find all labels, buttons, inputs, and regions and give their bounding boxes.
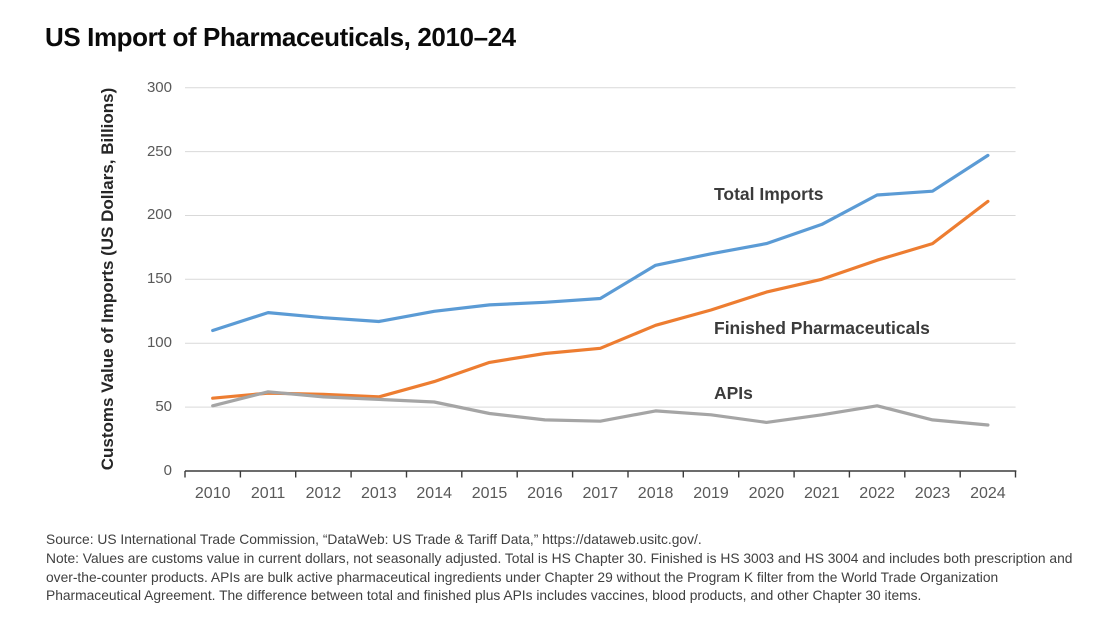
x-axis-tick-label: 2017 bbox=[582, 485, 619, 502]
x-axis-tick-label: 2015 bbox=[471, 485, 508, 502]
series-label-total-imports: Total Imports bbox=[714, 184, 824, 204]
series-line-finished-pharmaceuticals bbox=[211, 199, 990, 400]
methodology-note: Note: Values are customs value in curren… bbox=[46, 550, 1073, 604]
x-axis-tick-label: 2016 bbox=[527, 485, 563, 502]
footnote-block: Source: US International Trade Commissio… bbox=[46, 531, 1076, 606]
y-axis-tick-label: 250 bbox=[146, 142, 172, 160]
source-note: Source: US International Trade Commissio… bbox=[46, 532, 702, 547]
x-axis-tick-label: 2011 bbox=[250, 485, 286, 502]
y-axis-tick-label: 150 bbox=[146, 270, 172, 288]
y-axis-tick-label: 300 bbox=[146, 78, 172, 96]
x-axis-tick-label: 2018 bbox=[637, 485, 674, 502]
x-axis-tick-label: 2012 bbox=[305, 485, 342, 502]
y-axis-tick-label: 50 bbox=[155, 398, 172, 416]
x-axis-tick-label: 2010 bbox=[194, 485, 231, 502]
x-axis-tick-label: 2013 bbox=[361, 485, 397, 502]
x-axis-tick-label: 2020 bbox=[748, 485, 785, 502]
y-axis-tick-label: 200 bbox=[146, 206, 172, 224]
x-axis-tick-label: 2021 bbox=[804, 485, 840, 502]
series-label-finished-pharmaceuticals: Finished Pharmaceuticals bbox=[714, 318, 930, 338]
series-line-total-imports bbox=[211, 153, 990, 333]
series-line-apis bbox=[211, 390, 990, 427]
x-axis-tick-label: 2022 bbox=[859, 485, 895, 502]
y-axis-tick-label: 100 bbox=[146, 334, 172, 352]
y-axis-tick-label: 0 bbox=[163, 462, 172, 479]
x-axis-tick-label: 2014 bbox=[416, 485, 452, 502]
x-axis-tick-label: 2019 bbox=[693, 485, 729, 502]
x-axis-tick-label: 2023 bbox=[914, 485, 951, 502]
x-axis-tick-label: 2024 bbox=[970, 485, 1006, 502]
chart-title: US Import of Pharmaceuticals, 2010–24 bbox=[45, 22, 516, 52]
series-label-apis: APIs bbox=[714, 383, 753, 403]
